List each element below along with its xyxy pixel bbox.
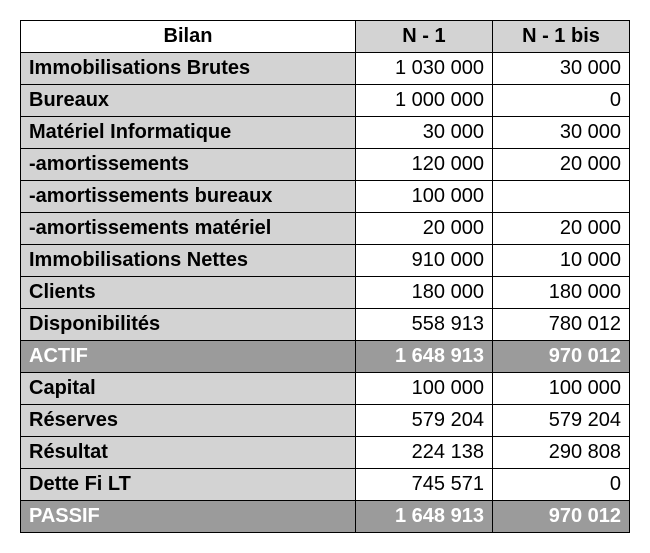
table-row: Matériel Informatique30 00030 000 bbox=[21, 117, 630, 149]
row-n1bis: 290 808 bbox=[492, 437, 629, 469]
header-title: Bilan bbox=[21, 21, 356, 53]
row-label: Immobilisations Brutes bbox=[21, 53, 356, 85]
row-label: PASSIF bbox=[21, 501, 356, 533]
row-n1: 1 030 000 bbox=[355, 53, 492, 85]
table-row: Immobilisations Nettes910 00010 000 bbox=[21, 245, 630, 277]
row-n1: 1 000 000 bbox=[355, 85, 492, 117]
table-body: Immobilisations Brutes1 030 00030 000Bur… bbox=[21, 53, 630, 533]
table-row: Immobilisations Brutes1 030 00030 000 bbox=[21, 53, 630, 85]
row-label: Réserves bbox=[21, 405, 356, 437]
row-n1bis: 100 000 bbox=[492, 373, 629, 405]
row-n1: 579 204 bbox=[355, 405, 492, 437]
row-label: Résultat bbox=[21, 437, 356, 469]
row-n1: 910 000 bbox=[355, 245, 492, 277]
row-n1: 100 000 bbox=[355, 181, 492, 213]
table-row: Capital100 000100 000 bbox=[21, 373, 630, 405]
row-n1bis: 180 000 bbox=[492, 277, 629, 309]
row-n1: 30 000 bbox=[355, 117, 492, 149]
row-label: Clients bbox=[21, 277, 356, 309]
row-n1bis: 20 000 bbox=[492, 213, 629, 245]
row-n1bis: 30 000 bbox=[492, 53, 629, 85]
header-col-n1bis: N - 1 bis bbox=[492, 21, 629, 53]
row-n1: 100 000 bbox=[355, 373, 492, 405]
table-row: Dette Fi LT745 5710 bbox=[21, 469, 630, 501]
header-col-n1: N - 1 bbox=[355, 21, 492, 53]
row-n1bis: 0 bbox=[492, 85, 629, 117]
table-row: ACTIF1 648 913970 012 bbox=[21, 341, 630, 373]
table-row: -amortissements bureaux100 000 bbox=[21, 181, 630, 213]
row-n1: 1 648 913 bbox=[355, 341, 492, 373]
table-row: Résultat224 138290 808 bbox=[21, 437, 630, 469]
table-row: Clients180 000180 000 bbox=[21, 277, 630, 309]
table-row: -amortissements120 00020 000 bbox=[21, 149, 630, 181]
row-n1: 180 000 bbox=[355, 277, 492, 309]
row-n1: 745 571 bbox=[355, 469, 492, 501]
table-row: PASSIF1 648 913970 012 bbox=[21, 501, 630, 533]
row-label: -amortissements bbox=[21, 149, 356, 181]
row-n1bis: 579 204 bbox=[492, 405, 629, 437]
row-label: Dette Fi LT bbox=[21, 469, 356, 501]
row-label: Immobilisations Nettes bbox=[21, 245, 356, 277]
row-label: -amortissements bureaux bbox=[21, 181, 356, 213]
table-row: Réserves579 204579 204 bbox=[21, 405, 630, 437]
row-n1bis: 970 012 bbox=[492, 341, 629, 373]
row-n1bis bbox=[492, 181, 629, 213]
row-label: -amortissements matériel bbox=[21, 213, 356, 245]
row-n1bis: 0 bbox=[492, 469, 629, 501]
row-label: ACTIF bbox=[21, 341, 356, 373]
table-header-row: Bilan N - 1 N - 1 bis bbox=[21, 21, 630, 53]
table-row: Disponibilités558 913780 012 bbox=[21, 309, 630, 341]
row-n1: 120 000 bbox=[355, 149, 492, 181]
row-label: Bureaux bbox=[21, 85, 356, 117]
table-row: -amortissements matériel20 00020 000 bbox=[21, 213, 630, 245]
table-row: Bureaux1 000 0000 bbox=[21, 85, 630, 117]
row-n1bis: 20 000 bbox=[492, 149, 629, 181]
row-n1: 20 000 bbox=[355, 213, 492, 245]
row-n1bis: 30 000 bbox=[492, 117, 629, 149]
bilan-table: Bilan N - 1 N - 1 bis Immobilisations Br… bbox=[20, 20, 630, 533]
row-n1: 1 648 913 bbox=[355, 501, 492, 533]
row-n1bis: 10 000 bbox=[492, 245, 629, 277]
row-n1bis: 970 012 bbox=[492, 501, 629, 533]
row-label: Disponibilités bbox=[21, 309, 356, 341]
row-label: Capital bbox=[21, 373, 356, 405]
row-n1: 224 138 bbox=[355, 437, 492, 469]
row-n1bis: 780 012 bbox=[492, 309, 629, 341]
row-label: Matériel Informatique bbox=[21, 117, 356, 149]
row-n1: 558 913 bbox=[355, 309, 492, 341]
